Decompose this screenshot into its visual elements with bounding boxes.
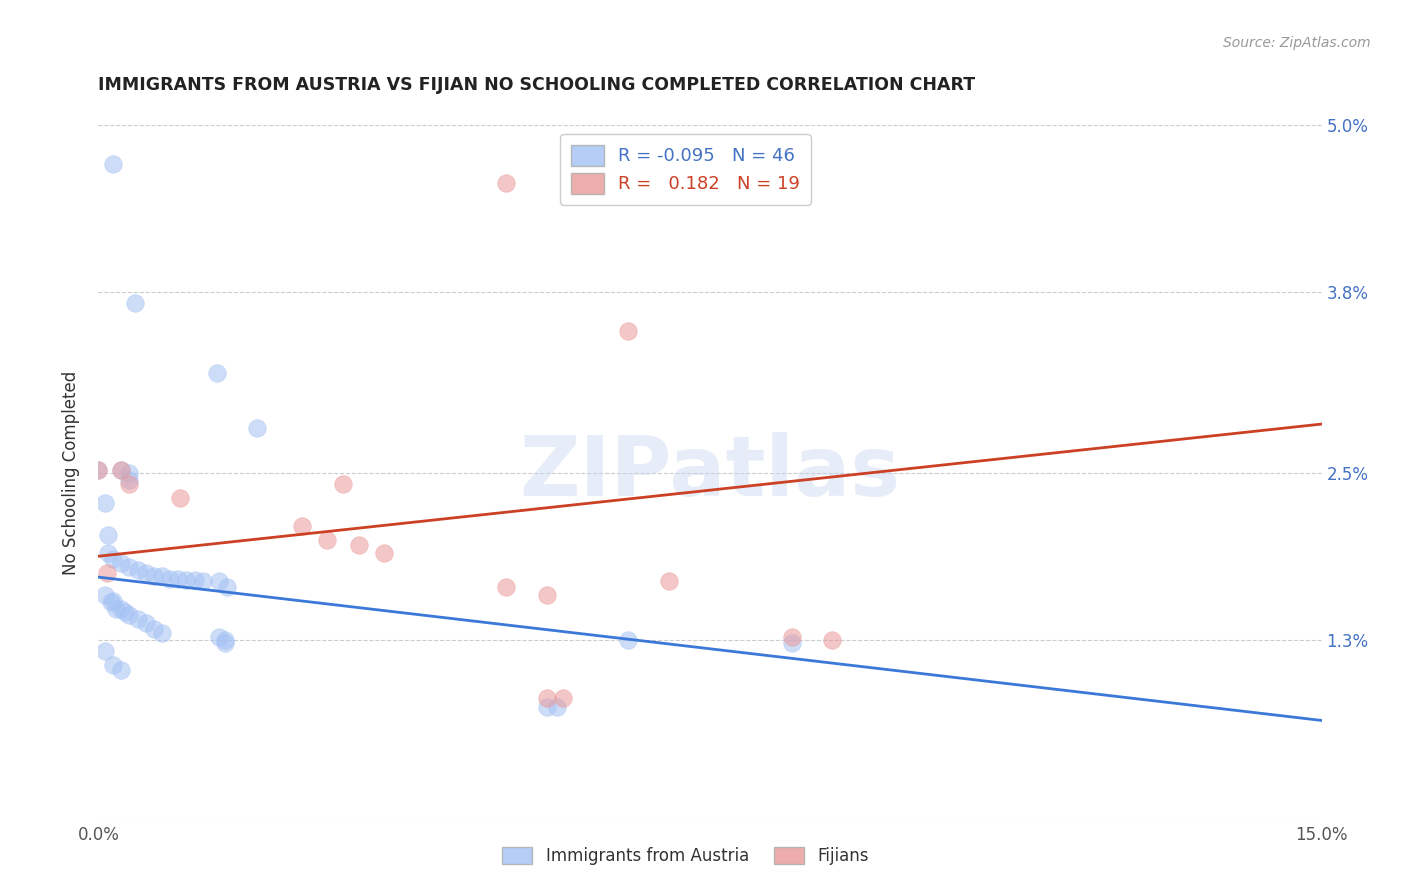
Point	[135, 566, 157, 580]
Point	[349, 538, 371, 552]
Point	[124, 296, 146, 310]
Point	[110, 463, 132, 477]
Point	[110, 664, 132, 678]
Point	[536, 691, 558, 706]
Point	[332, 476, 354, 491]
Point	[97, 546, 120, 560]
Point	[780, 630, 803, 644]
Point	[191, 574, 214, 589]
Point	[208, 574, 231, 589]
Point	[101, 594, 124, 608]
Point	[94, 496, 117, 510]
Point	[159, 572, 181, 586]
Point	[617, 632, 640, 647]
Point	[373, 546, 395, 560]
Point	[176, 573, 198, 587]
Point	[495, 580, 517, 594]
Point	[135, 615, 157, 630]
Point	[101, 657, 124, 672]
Point	[780, 635, 803, 649]
Point	[553, 691, 575, 706]
Point	[110, 556, 132, 570]
Point	[94, 644, 117, 658]
Point	[110, 602, 132, 616]
Point	[105, 602, 128, 616]
Point	[217, 580, 239, 594]
Point	[821, 632, 844, 647]
Point	[96, 566, 118, 580]
Point	[183, 573, 205, 587]
Legend: Immigrants from Austria, Fijians: Immigrants from Austria, Fijians	[496, 840, 876, 871]
Point	[101, 552, 124, 566]
Text: Source: ZipAtlas.com: Source: ZipAtlas.com	[1223, 36, 1371, 50]
Point	[495, 177, 517, 191]
Point	[536, 588, 558, 602]
Point	[118, 476, 141, 491]
Point	[87, 463, 110, 477]
Point	[142, 622, 165, 636]
Point	[97, 528, 120, 542]
Point	[118, 466, 141, 480]
Point	[546, 699, 568, 714]
Point	[127, 563, 149, 577]
Point	[617, 324, 640, 338]
Point	[118, 560, 141, 574]
Point	[100, 595, 122, 609]
Point	[150, 625, 173, 640]
Point	[87, 463, 110, 477]
Point	[214, 635, 236, 649]
Point	[114, 605, 136, 619]
Text: ZIPatlas: ZIPatlas	[520, 433, 900, 513]
Y-axis label: No Schooling Completed: No Schooling Completed	[62, 371, 80, 574]
Point	[127, 612, 149, 626]
Point	[658, 574, 681, 589]
Point	[536, 699, 558, 714]
Point	[118, 473, 141, 487]
Point	[110, 463, 132, 477]
Point	[214, 632, 236, 647]
Point	[101, 157, 124, 171]
Point	[150, 568, 173, 582]
Point	[246, 421, 269, 435]
Point	[315, 533, 337, 547]
Point	[167, 572, 190, 586]
Point	[205, 366, 228, 380]
Point	[142, 568, 165, 582]
Point	[208, 630, 231, 644]
Point	[291, 518, 314, 533]
Point	[94, 588, 117, 602]
Point	[169, 491, 191, 505]
Text: IMMIGRANTS FROM AUSTRIA VS FIJIAN NO SCHOOLING COMPLETED CORRELATION CHART: IMMIGRANTS FROM AUSTRIA VS FIJIAN NO SCH…	[98, 76, 976, 94]
Point	[118, 607, 141, 622]
